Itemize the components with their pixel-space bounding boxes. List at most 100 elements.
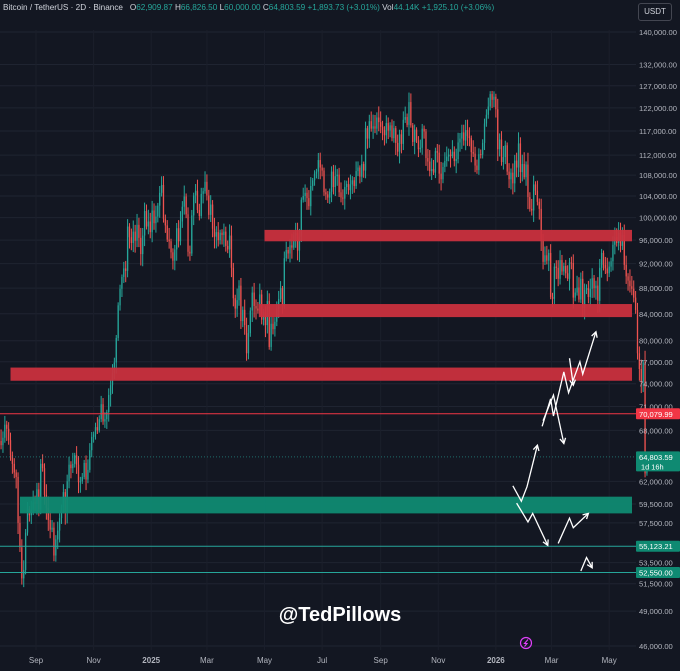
candle-body [325,192,327,195]
candle-body [232,267,235,299]
candle-body [500,139,503,163]
candle-body [108,395,110,413]
candle-body [387,123,389,131]
candle-body [313,173,316,181]
candle-body [272,323,274,330]
candle-body [155,216,157,224]
price-tick-label: 80,000.00 [639,337,673,346]
candle-body [538,201,540,209]
candle-body [576,287,578,293]
candle-body [115,337,117,363]
candle-body [376,117,378,129]
symbol-title[interactable]: Bitcoin / TetherUS · 2D · Binance [3,3,123,12]
candle-body [228,235,231,250]
candle-body [396,142,399,152]
candle-body [551,296,554,299]
candle-body [544,255,546,262]
candle-body [287,249,289,254]
candle-body [406,117,408,125]
candle-body [629,280,631,287]
candle-body [364,128,367,171]
candle-body [251,292,253,311]
candle-body [385,123,387,136]
candle-body [412,125,414,142]
candle-body [359,167,361,177]
candle-body [47,507,49,521]
bear-arrow-lower [516,502,549,546]
candle-body [515,160,518,168]
candle-body [582,278,584,308]
candle-body [289,245,291,254]
candle-body [15,472,17,477]
price-label-bg [636,451,680,472]
price-label-text: 52,550.00 [639,569,673,578]
time-axis[interactable]: Sep Nov 2025 Mar May Jul Sep Nov 2026 Mar May [29,656,617,665]
candle-body [470,138,472,153]
candle-body [542,240,544,262]
price-tick-label: 49,000.00 [639,607,673,616]
price-label-bg [636,567,680,579]
bounce-arrow [512,445,539,503]
candle-body [430,169,433,172]
candle-body [259,294,261,311]
price-tick-label: 53,500.00 [639,559,673,568]
candle-body [140,237,142,255]
candle-body [23,569,25,579]
candle-body [57,530,59,540]
candle-body [602,252,605,265]
candle-body [166,225,168,240]
candle-body [91,436,93,451]
candle-body [483,123,486,143]
candle-body [389,125,391,131]
candle-body [298,236,301,251]
candle-body [519,143,522,173]
candle-body [132,231,134,244]
candle-body [210,204,212,215]
candle-body [487,106,489,115]
currency-button[interactable]: USDT [638,3,672,21]
candle-body [419,147,421,150]
low-label: L [219,3,225,12]
pullback-arrow [568,358,574,386]
candle-body [77,464,80,483]
candle-body [194,190,197,196]
candle-body [536,190,539,202]
candle-body [568,262,571,279]
candle-body [308,198,310,207]
candle-body [177,228,180,242]
candle-body [253,292,255,306]
tradingview-logo-icon[interactable] [519,636,533,650]
candle-body [640,369,642,382]
candle-body [561,260,563,272]
candle-body [368,121,370,139]
candle-body [213,228,216,237]
candle-body [334,176,336,188]
candle-body [245,325,248,354]
time-tick-label: 2026 [487,656,505,665]
candle-body [565,266,567,274]
candle-body [587,288,590,297]
candle-body [121,276,123,289]
candle-body [215,232,218,237]
price-tick-label: 88,000.00 [639,284,673,293]
candle-body [597,285,599,301]
candle-body [300,199,302,237]
grid-lines [0,30,636,650]
price-axis[interactable]: 140,000.00 132,000.00 127,000.00 122,000.00… [639,28,677,651]
candle-body [219,232,221,241]
candle-body [410,102,412,126]
time-tick-label: 2025 [142,656,160,665]
candle-body [427,158,429,162]
candle-body [87,469,89,480]
candle-body [6,424,8,429]
rejection-arrow [542,392,565,444]
candle-body [510,172,512,180]
candle-body [340,192,342,198]
candle-body [572,263,574,298]
candle-body [24,532,27,570]
candle-body [191,215,193,254]
recovery-arrow-head [582,512,590,520]
candle-body [274,321,276,330]
